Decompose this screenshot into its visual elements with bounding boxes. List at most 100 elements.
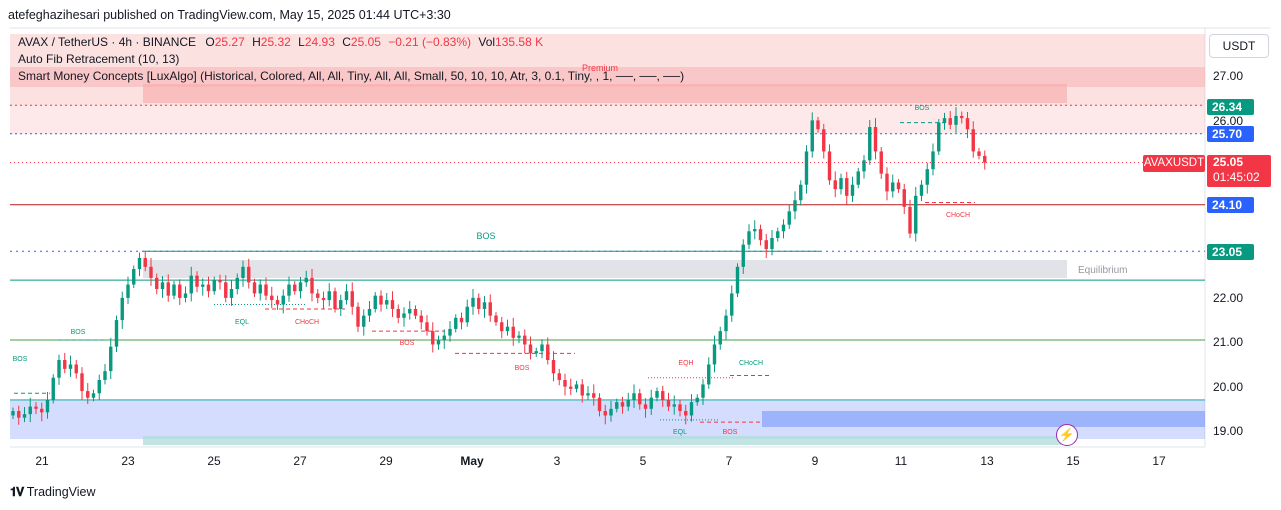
- candle: [51, 374, 55, 404]
- candle: [454, 314, 458, 333]
- candle-body: [626, 399, 630, 407]
- candle: [218, 274, 222, 290]
- candle: [845, 171, 849, 205]
- legend-l-label: L: [298, 35, 305, 49]
- candle-body: [638, 393, 642, 405]
- lightning-icon[interactable]: ⚡: [1056, 424, 1078, 446]
- candle: [868, 119, 872, 165]
- candle: [235, 273, 239, 295]
- candle: [540, 339, 544, 359]
- candle: [448, 320, 452, 342]
- candle: [793, 191, 797, 220]
- candle: [166, 274, 170, 302]
- candle: [229, 280, 234, 306]
- smc-label: EQH: [678, 360, 693, 367]
- y-tick-label: 26.00: [1213, 114, 1243, 128]
- candle: [465, 299, 469, 327]
- candle-body: [17, 411, 21, 418]
- tradingview-logo[interactable]: 𝟏𝐕 TradingView: [10, 485, 96, 500]
- legend-change: −0.21 (−0.83%): [388, 35, 472, 49]
- candle-body: [810, 120, 814, 152]
- legend-o-value: 25.27: [214, 35, 245, 49]
- candle-body: [747, 231, 751, 245]
- candle: [804, 145, 809, 194]
- candle-body: [856, 171, 860, 185]
- candle: [885, 167, 889, 201]
- x-tick-label: 13: [980, 454, 994, 468]
- candle-body: [298, 282, 303, 292]
- candle-body: [339, 300, 343, 309]
- candle-body: [954, 115, 958, 125]
- candle: [902, 183, 906, 215]
- candle-body: [586, 393, 590, 396]
- smc-label: BOS: [515, 365, 530, 372]
- candle: [224, 275, 228, 303]
- price-scale[interactable]: 27.00 26.00 22.00 21.00 20.00 19.00: [1213, 69, 1243, 438]
- indicator-fib[interactable]: Auto Fib Retracement (10, 13): [18, 52, 180, 66]
- candle-body: [419, 315, 423, 323]
- candle-body: [730, 293, 734, 316]
- candle: [143, 250, 147, 272]
- candle-body: [661, 391, 665, 400]
- candle-body: [850, 184, 855, 196]
- candle: [833, 171, 837, 198]
- x-tick-label: 7: [726, 454, 733, 468]
- candle: [201, 278, 205, 296]
- candle: [942, 112, 947, 130]
- candle: [896, 178, 901, 193]
- candle-body: [862, 160, 866, 172]
- candle: [11, 407, 15, 420]
- candle-body: [666, 399, 671, 407]
- legend-symbol[interactable]: AVAX / TetherUS · 4h · BINANCE: [18, 35, 197, 49]
- candle-body: [137, 257, 142, 270]
- y-tick-label: 22.00: [1213, 291, 1243, 305]
- candle: [678, 399, 682, 417]
- candle: [304, 270, 308, 287]
- smc-label: CHoCH: [739, 360, 763, 367]
- candle: [385, 292, 389, 309]
- candle: [609, 400, 613, 422]
- candle: [661, 385, 665, 408]
- candle-body: [264, 284, 268, 296]
- candle: [528, 336, 533, 360]
- currency-button[interactable]: USDT: [1209, 34, 1269, 58]
- indicator-smc[interactable]: Smart Money Concepts [LuxAlgo] (Historic…: [18, 69, 685, 83]
- candle-body: [396, 308, 400, 318]
- time-axis[interactable]: 21 23 25 27 29 May 3 5 7 9 11 13 15 17: [35, 454, 1166, 468]
- candle-body: [615, 402, 619, 409]
- candle: [879, 147, 883, 179]
- candle: [850, 176, 855, 203]
- candle-body: [914, 195, 918, 234]
- candle-body: [718, 331, 722, 345]
- candle-body: [132, 269, 136, 285]
- candle: [298, 277, 303, 299]
- candle: [212, 276, 216, 295]
- candle: [724, 309, 728, 341]
- candle-body: [804, 151, 809, 185]
- candle-body: [413, 308, 418, 316]
- candle-body: [707, 364, 711, 385]
- candle: [488, 294, 492, 322]
- y-tick-label: 19.00: [1213, 424, 1243, 438]
- candle: [413, 305, 418, 320]
- candle: [379, 290, 383, 312]
- legend-vol-label: Vol: [478, 35, 496, 49]
- candle: [419, 310, 423, 330]
- candle: [258, 279, 262, 301]
- candle-body: [316, 293, 320, 298]
- candle: [551, 351, 556, 382]
- candle-body: [580, 384, 584, 396]
- current-price: 25.05: [1213, 155, 1244, 169]
- candle-body: [891, 182, 895, 192]
- candle: [741, 239, 745, 274]
- candle: [977, 147, 981, 160]
- smc-labels: BOS BOS BOS EQL CHoCH BOS BOS EQH CHoCH EQL BOS BOS…: [13, 105, 970, 436]
- candle-body: [983, 155, 987, 163]
- candle-body: [57, 360, 61, 378]
- candle-body: [442, 335, 446, 341]
- candle: [34, 402, 38, 415]
- legend-vol-value: 135.58 K: [495, 35, 544, 49]
- candle: [816, 116, 820, 133]
- bar-countdown: 01:45:02: [1213, 170, 1260, 184]
